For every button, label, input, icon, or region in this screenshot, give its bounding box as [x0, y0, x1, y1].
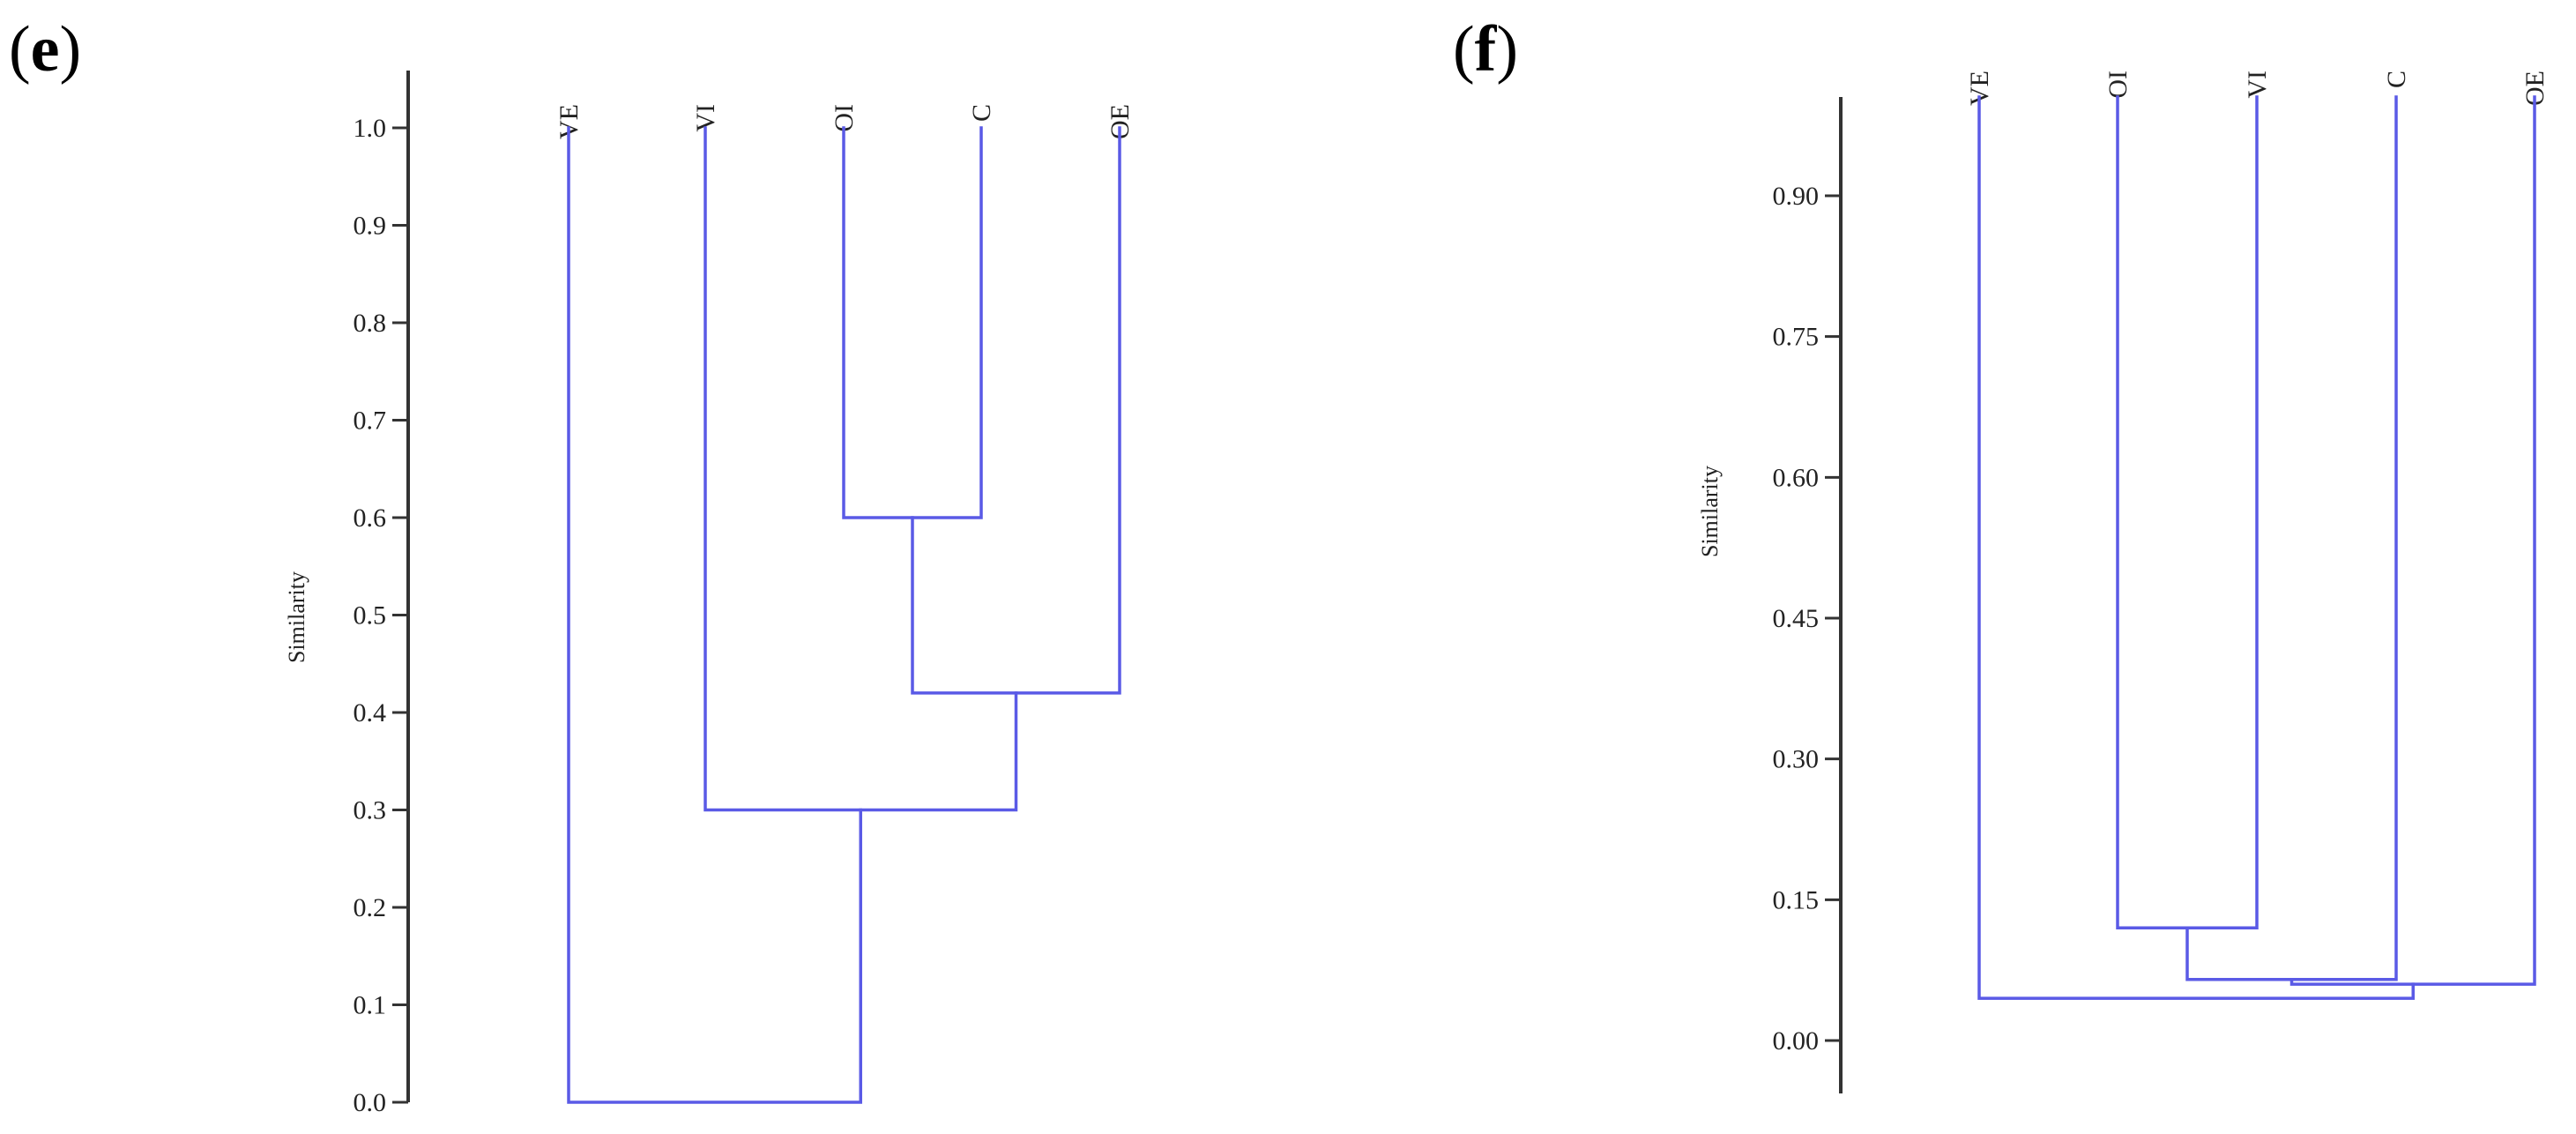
- panel-e-branch: [567, 126, 862, 1104]
- panel-e-dendrogram: [567, 126, 1121, 1104]
- panel-f-branch: [2116, 95, 2259, 930]
- panel-f-leaf-labels: VE OI VI C OE: [1965, 71, 2550, 106]
- panel-f-leaf-label: OI: [2103, 71, 2133, 99]
- panel-f-tick-label: 0.00: [1773, 1026, 1820, 1056]
- panel-f: (f) 0.00 0.15 0.30 0.45 0.60 0.75 0.90 Similar…: [1453, 13, 2550, 1093]
- panel-f-tick-label: 0.60: [1773, 463, 1820, 492]
- panel-f-tick-label: 0.30: [1773, 745, 1820, 774]
- panel-e: (e) 0.0 0.1 0.2 0.3 0.4 0.5 0.6 0.7 0.8 0.9 1.0 Si…: [9, 13, 1135, 1117]
- panel-e-tick-label: 0.6: [354, 504, 387, 533]
- panel-e-leaf-label: C: [967, 104, 996, 122]
- panel-f-branch: [1977, 95, 2415, 1000]
- panel-f-tick-label: 0.45: [1773, 604, 1820, 633]
- panel-e-tick-label: 0.5: [354, 601, 387, 630]
- panel-f-tick-label: 0.90: [1773, 182, 1820, 211]
- panel-f-y-axis: 0.00 0.15 0.30 0.45 0.60 0.75 0.90: [1773, 97, 1843, 1093]
- panel-f-dendrogram: [1977, 95, 2536, 1000]
- panel-e-tick-label: 0.0: [354, 1088, 387, 1117]
- panel-e-axis-title: Similarity: [284, 571, 309, 663]
- panel-f-label: (f): [1453, 13, 1518, 86]
- panel-f-tick-label: 0.15: [1773, 885, 1820, 914]
- panel-f-branch: [2185, 95, 2398, 981]
- panel-e-tick-label: 0.7: [354, 407, 387, 436]
- panel-e-tick-label: 1.0: [354, 114, 387, 143]
- panel-e-tick-label: 0.4: [354, 698, 387, 727]
- panel-f-tick-label: 0.75: [1773, 323, 1820, 352]
- panel-e-tick-label: 0.3: [354, 796, 387, 825]
- panel-e-y-axis: 0.0 0.1 0.2 0.3 0.4 0.5 0.6 0.7 0.8 0.9 1.0: [354, 71, 410, 1117]
- panel-e-tick-label: 0.8: [354, 309, 387, 338]
- panel-e-tick-label: 0.9: [354, 212, 387, 241]
- panel-e-label: (e): [9, 13, 81, 86]
- panel-e-tick-label: 0.2: [354, 893, 387, 922]
- panel-e-tick-label: 0.1: [354, 991, 387, 1020]
- panel-f-branch: [2289, 95, 2536, 986]
- panel-e-branch: [911, 126, 1121, 695]
- panel-f-leaf-label: VI: [2243, 71, 2272, 99]
- panel-f-axis-title: Similarity: [1697, 466, 1723, 557]
- panel-e-branch: [704, 126, 1018, 812]
- panel-e-branch: [842, 126, 983, 519]
- panel-f-leaf-label: C: [2382, 71, 2411, 88]
